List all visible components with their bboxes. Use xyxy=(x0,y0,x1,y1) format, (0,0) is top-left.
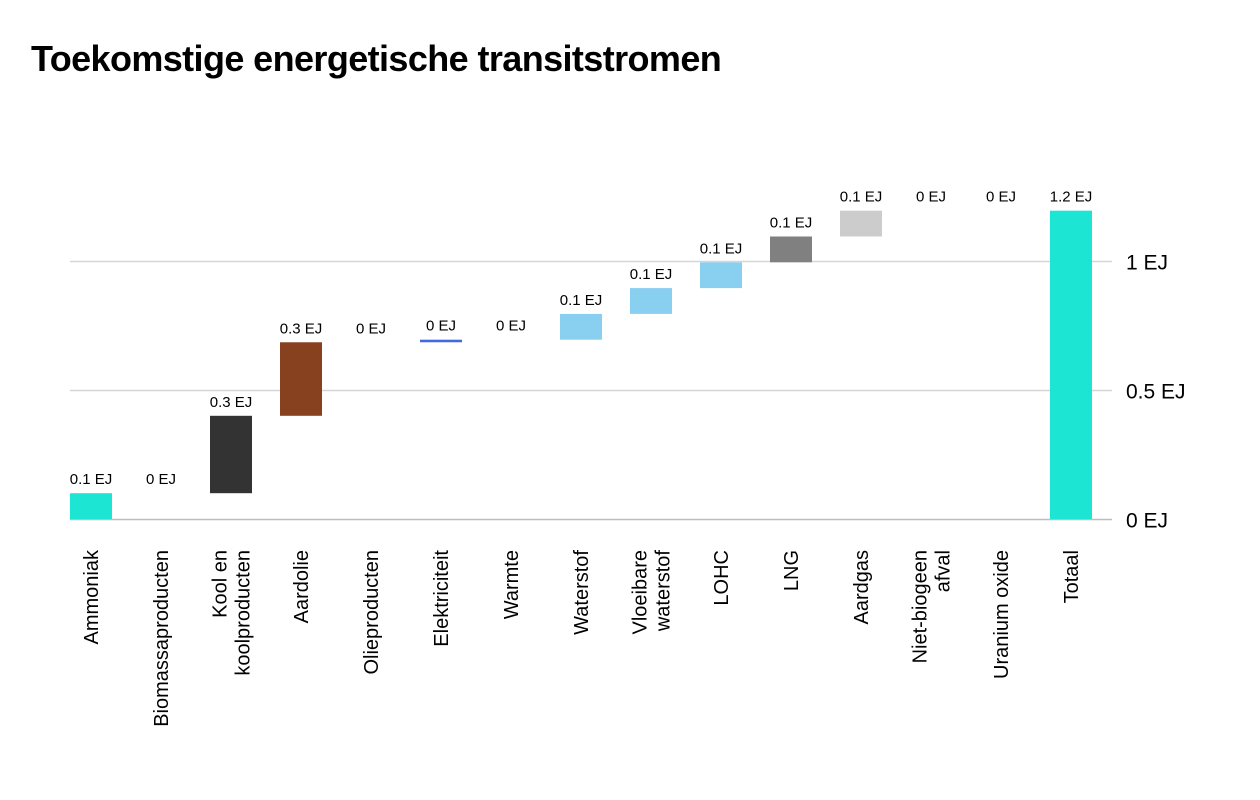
data-label: 0.1 EJ xyxy=(770,214,813,231)
bars xyxy=(70,210,1092,519)
data-label: 0 EJ xyxy=(986,189,1016,206)
x-tick-label: Waterstof xyxy=(571,550,593,635)
bar xyxy=(630,288,672,314)
value-labels: 0.1 EJ 0 EJ 0.3 EJ 0.3 EJ 0 EJ 0 EJ 0 EJ 0.1 EJ… xyxy=(70,189,1093,489)
data-label: 0.1 EJ xyxy=(840,189,883,206)
data-label: 0.1 EJ xyxy=(630,266,673,283)
x-tick-label: Vloeibare waterstof xyxy=(630,550,675,635)
data-label: 0 EJ xyxy=(356,320,386,337)
x-tick-label: LNG xyxy=(781,550,803,591)
bar xyxy=(70,493,112,519)
data-label: 0 EJ xyxy=(146,471,176,488)
x-tick-label-line: Totaal xyxy=(1061,550,1083,603)
x-tick-label: Uranium oxide xyxy=(991,550,1013,679)
x-tick-label: Totaal xyxy=(1061,550,1083,603)
x-tick-label: Kool en koolproducten xyxy=(210,550,255,676)
bar xyxy=(770,236,812,263)
x-tick-label: Elektriciteit xyxy=(431,550,453,647)
data-label: 0.3 EJ xyxy=(280,320,323,337)
x-tick-label-line: LNG xyxy=(781,550,803,591)
x-tick-label-line: LOHC xyxy=(711,550,733,606)
data-label: 0.1 EJ xyxy=(70,471,113,488)
x-tick-label-line: Uranium oxide xyxy=(991,550,1013,679)
x-tick-label-line: Niet-biogeen xyxy=(910,550,932,663)
x-tick-label-line: Aardolie xyxy=(291,550,313,623)
x-tick-label: Biomassaproducten xyxy=(151,550,173,727)
x-tick-label-line: Warmte xyxy=(501,550,523,619)
x-tick-label-line: waterstof xyxy=(653,550,675,633)
bar xyxy=(840,210,882,237)
x-tick-label: Olieproducten xyxy=(361,550,383,675)
x-tick-label: Ammoniak xyxy=(81,549,103,644)
data-label: 0.1 EJ xyxy=(560,292,603,309)
bar xyxy=(280,342,322,416)
data-label: 0 EJ xyxy=(426,318,456,335)
x-tick-label-line: Elektriciteit xyxy=(431,550,453,647)
x-tick-label: Aardgas xyxy=(851,550,873,625)
data-label: 1.2 EJ xyxy=(1050,189,1093,206)
bar xyxy=(560,313,602,340)
x-tick-label-line: afval xyxy=(933,550,955,592)
x-tick-label-line: Vloeibare xyxy=(630,550,652,635)
x-tick-label-line: Biomassaproducten xyxy=(151,550,173,727)
x-tick-label-line: Kool en xyxy=(210,550,232,618)
x-tick-label: Aardolie xyxy=(291,550,313,623)
x-tick-label-line: koolproducten xyxy=(233,550,255,676)
data-label: 0.3 EJ xyxy=(210,394,253,411)
y-tick-label: 0.5 EJ xyxy=(1126,381,1186,404)
data-label: 0 EJ xyxy=(496,318,526,335)
y-axis-ticks: 0 EJ 0.5 EJ 1 EJ xyxy=(1126,252,1186,533)
bar xyxy=(210,415,252,494)
x-tick-label: Niet-biogeen afval xyxy=(910,550,955,663)
bar xyxy=(420,339,462,343)
x-tick-label: LOHC xyxy=(711,550,733,606)
y-tick-label: 1 EJ xyxy=(1126,252,1168,275)
x-tick-label-line: Olieproducten xyxy=(361,550,383,675)
y-tick-label: 0 EJ xyxy=(1126,510,1168,533)
chart-title: Toekomstige energetische transitstromen xyxy=(31,38,722,79)
x-tick-label-line: Aardgas xyxy=(851,550,873,625)
data-label: 0.1 EJ xyxy=(700,240,743,257)
x-tick-label-line: Ammoniak xyxy=(81,549,103,644)
data-label: 0 EJ xyxy=(916,189,946,206)
gridlines xyxy=(70,260,1112,521)
bar xyxy=(1050,210,1092,519)
x-tick-label-line: Waterstof xyxy=(571,550,593,635)
bar xyxy=(700,262,742,289)
x-tick-label: Warmte xyxy=(501,550,523,619)
x-axis-categories: Ammoniak Biomassaproducten Kool en koolprod… xyxy=(81,549,1083,727)
